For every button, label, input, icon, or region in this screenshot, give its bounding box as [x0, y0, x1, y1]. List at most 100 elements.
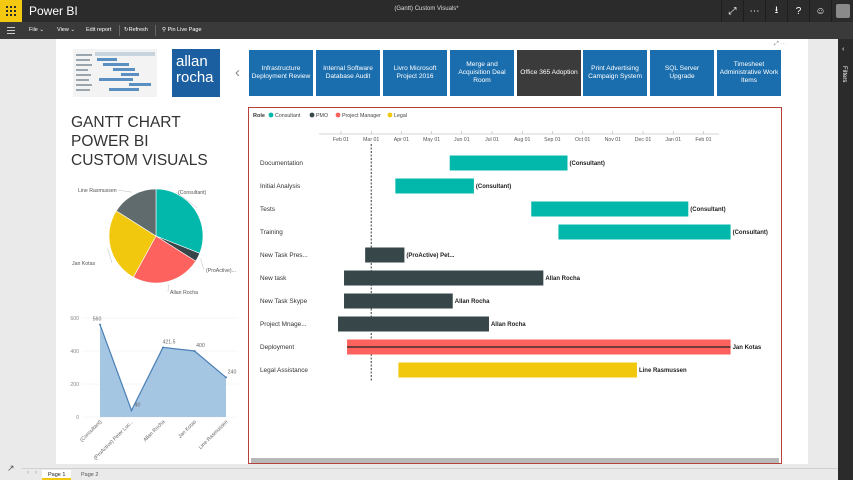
- pie-slice[interactable]: [132, 235, 197, 284]
- area-point[interactable]: [193, 350, 196, 352]
- resource-label: (Consultant): [476, 184, 511, 190]
- view-menu[interactable]: View ⌄: [57, 27, 75, 33]
- nav-button[interactable]: Timesheet Administrative Work Items: [717, 50, 781, 96]
- download-button[interactable]: ⭳: [765, 0, 787, 22]
- time-axis-label: Feb 01: [333, 137, 349, 143]
- tab-next-icon[interactable]: ›: [35, 470, 37, 476]
- task-name-label: Documentation: [260, 160, 303, 167]
- area-point[interactable]: [99, 323, 101, 326]
- data-label: 400: [196, 343, 205, 349]
- legend-label: Legal: [394, 113, 407, 119]
- gantt-bar[interactable]: [558, 224, 731, 240]
- nav-button[interactable]: SQL Server Upgrade: [650, 50, 714, 96]
- pie-chart: (Consultant) (ProActive)... Allan Rocha Jan…: [72, 188, 236, 296]
- page-title-line: POWER BI: [71, 133, 149, 150]
- x-tick-label: (Consultant): [79, 419, 103, 443]
- time-axis-label: Sep 01: [544, 137, 561, 143]
- help-button[interactable]: ?: [787, 0, 809, 22]
- area-point[interactable]: [130, 409, 133, 412]
- menu-divider: [119, 25, 120, 36]
- allan-rocha-logo: allan rocha: [172, 49, 220, 97]
- task-name-label: New Task Pres...: [260, 252, 308, 259]
- x-tick-label: Jan Kotas: [177, 419, 198, 440]
- task-name-label: Project Mnage...: [260, 321, 307, 328]
- file-menu[interactable]: File ⌄: [29, 27, 45, 33]
- pie-leader-line: [107, 248, 113, 264]
- gantt-bar[interactable]: [365, 247, 405, 263]
- gantt-chart: Role Consultant PMO Project Manager Legal Feb…: [253, 112, 768, 382]
- gantt-bar[interactable]: [531, 201, 689, 217]
- pie-label: (ProActive)...: [206, 268, 236, 274]
- download-icon: ⭳: [774, 4, 779, 16]
- area-point[interactable]: [225, 376, 227, 379]
- filters-pane[interactable]: [838, 39, 853, 480]
- gantt-bar[interactable]: [398, 362, 637, 378]
- app-name: Power BI: [29, 4, 78, 18]
- pie-leader-line: [117, 189, 132, 193]
- nav-button[interactable]: Internal Software Database Audit: [316, 50, 380, 96]
- page-title-line: GANTT CHART: [71, 114, 181, 131]
- gantt-bar[interactable]: [344, 293, 453, 309]
- gantt-horizontal-scrollbar[interactable]: [251, 458, 779, 463]
- legend-dot: [387, 112, 393, 118]
- account-button[interactable]: [831, 0, 853, 22]
- resource-label: (Consultant): [690, 207, 725, 213]
- fullscreen-button[interactable]: ⤢: [721, 0, 743, 22]
- expand-nav-icon[interactable]: ↗: [7, 463, 15, 473]
- pie-label: (Consultant): [178, 190, 207, 196]
- nav-button[interactable]: Merge and Acquisition Deal Room: [450, 50, 514, 96]
- chevron-down-icon: ⌄: [39, 27, 45, 33]
- nav-button[interactable]: Office 365 Adoption: [517, 50, 581, 96]
- pie-slice[interactable]: [155, 188, 204, 254]
- time-axis-label: Feb 01: [695, 137, 711, 143]
- area-point[interactable]: [162, 346, 164, 349]
- hamburger-icon[interactable]: [7, 27, 15, 34]
- page-tab[interactable]: Page 1: [42, 470, 72, 480]
- chevron-left-icon[interactable]: ‹: [235, 64, 240, 81]
- visual-header-icons[interactable]: ⤢ ⋯: [774, 41, 787, 47]
- feedback-button[interactable]: ☺: [809, 0, 831, 22]
- pie-leader-line: [200, 258, 205, 271]
- gantt-thumbnail-image: [73, 49, 157, 97]
- gantt-bar[interactable]: [395, 178, 474, 194]
- data-label: 240: [228, 369, 237, 375]
- pie-label: Jan Kotas: [72, 261, 95, 267]
- left-rail: [0, 39, 22, 480]
- data-label: 421.5: [163, 339, 176, 345]
- pin-live-page-button[interactable]: ⚲ Pin Live Page: [162, 27, 202, 33]
- gantt-bar[interactable]: [337, 316, 489, 332]
- tab-prev-icon[interactable]: ‹: [27, 470, 29, 476]
- nav-button[interactable]: Infrastructure Deployment Review: [249, 50, 313, 96]
- gantt-bar[interactable]: [344, 270, 544, 286]
- app-launcher-button[interactable]: [0, 0, 22, 22]
- resource-label: (ProActive) Pet...: [406, 253, 454, 259]
- legend-dot: [309, 112, 315, 118]
- gantt-bar[interactable]: [449, 155, 568, 171]
- y-tick-label: 400: [70, 349, 79, 355]
- avatar: [835, 4, 850, 18]
- page-tab[interactable]: Page 2: [81, 472, 99, 478]
- task-name-label: Training: [260, 229, 283, 236]
- resource-label: Allan Rocha: [455, 299, 490, 305]
- edit-report-button[interactable]: Edit report: [86, 27, 112, 33]
- refresh-icon: ↻: [124, 27, 129, 33]
- refresh-button[interactable]: ↻Refresh: [124, 27, 148, 33]
- pie-slice[interactable]: [115, 188, 157, 237]
- nav-button[interactable]: Livro Microsoft Project 2016: [383, 50, 447, 96]
- menu-bar: File ⌄ View ⌄ Edit report ↻Refresh ⚲ Pin…: [0, 22, 853, 39]
- legend-dot: [335, 112, 341, 118]
- chevron-down-icon: ⌄: [70, 27, 75, 33]
- data-label: 560: [93, 317, 102, 323]
- pie-slice[interactable]: [108, 210, 157, 278]
- y-tick-label: 0: [76, 415, 79, 421]
- chevron-left-icon[interactable]: ‹: [842, 46, 845, 53]
- time-axis-label: Jan 01: [665, 137, 681, 143]
- legend-label: Project Manager: [342, 113, 381, 119]
- legend-label: Consultant: [275, 113, 301, 119]
- nav-button[interactable]: Print Advertising Campaign System: [583, 50, 647, 96]
- x-tick-label: Allan Rocha: [142, 419, 166, 443]
- more-options-button[interactable]: ⋯: [743, 0, 765, 22]
- pie-label: Line Rasmussen: [78, 188, 117, 194]
- y-tick-label: 600: [70, 316, 79, 322]
